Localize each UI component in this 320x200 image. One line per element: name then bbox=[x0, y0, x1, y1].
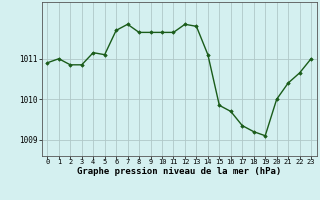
X-axis label: Graphe pression niveau de la mer (hPa): Graphe pression niveau de la mer (hPa) bbox=[77, 167, 281, 176]
